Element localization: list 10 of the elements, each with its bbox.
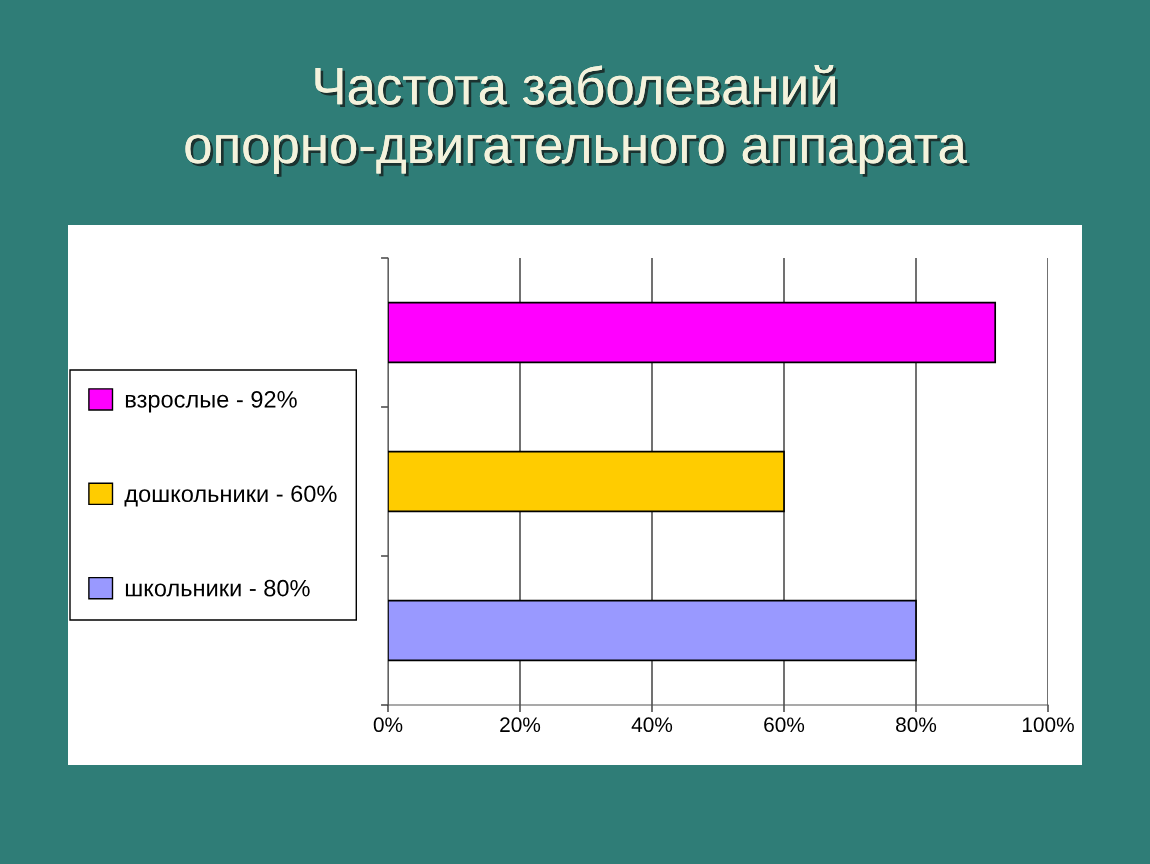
x-tick-label: 80% (896, 717, 937, 733)
x-tick-label: 40% (631, 717, 673, 733)
x-tick-label: 60% (764, 717, 805, 733)
x-tick-label: 20% (500, 717, 541, 733)
legend-label: школьники - 80% (125, 579, 310, 597)
legend-label: взрослые - 92% (125, 391, 297, 413)
x-tick-label: 100% (1022, 717, 1074, 733)
legend-label: дошкольники - 60% (124, 485, 337, 507)
x-tick-label: 0% (373, 717, 403, 733)
chart-title: Частота заболеваний опорно-двигательного аппарата (185, 65, 970, 177)
